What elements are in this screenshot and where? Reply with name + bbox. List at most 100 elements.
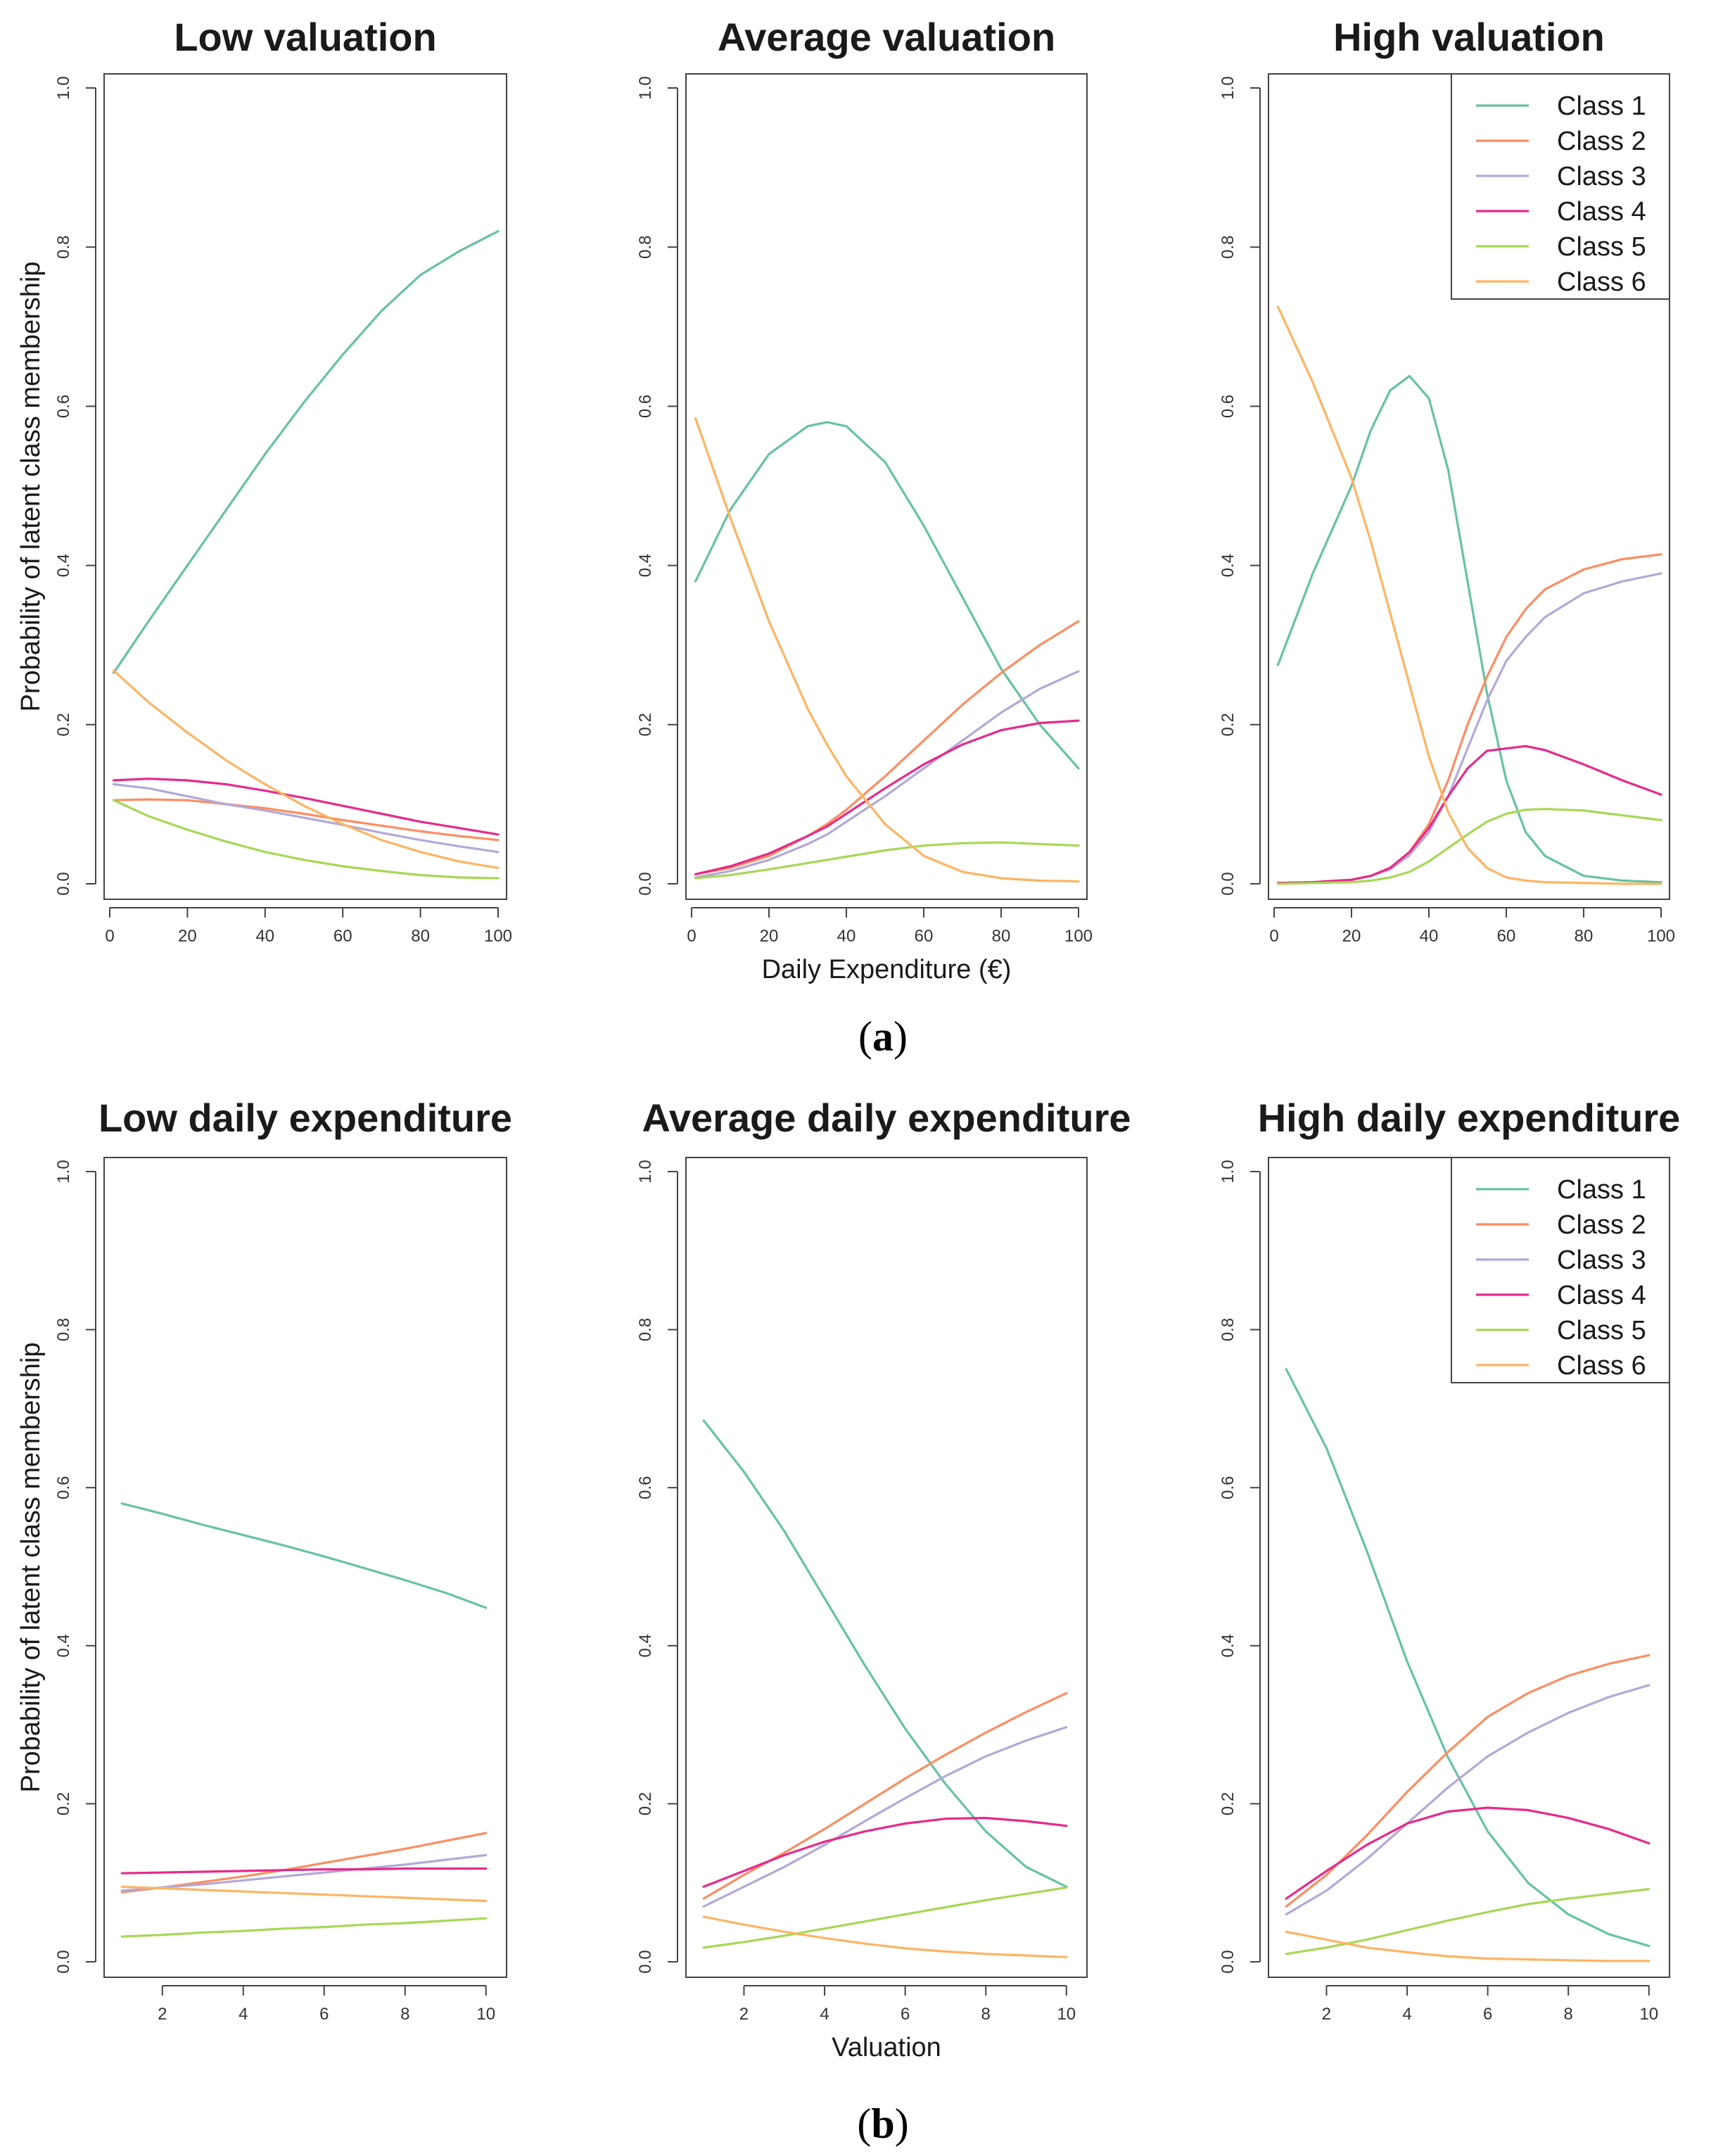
series-line-class-3 — [120, 1853, 488, 1892]
series-line-class-6 — [1276, 305, 1662, 885]
caption-b: (b) — [857, 2100, 908, 2147]
legend-label-class-2: Class 2 — [1557, 1210, 1646, 1240]
y-tick-label: 0.2 — [54, 713, 73, 736]
x-tick-label: 100 — [1647, 927, 1675, 946]
chart-panel-low-valuation: Low valuation 0 20 40 60 80 100 0.0 0.2 0.4 0.6 0.8… — [16, 15, 512, 946]
series-line-class-3 — [694, 670, 1080, 879]
y-axis: 0.0 0.2 0.4 0.6 0.8 1.0 — [1219, 1160, 1261, 1974]
legend-label-class-3: Class 3 — [1557, 162, 1646, 191]
y-tick-label: 1.0 — [54, 76, 73, 99]
x-axis: 0 20 40 60 80 100 — [1269, 907, 1675, 946]
y-tick-label: 0.8 — [54, 236, 73, 259]
series-line-class-2 — [702, 1692, 1068, 1900]
x-tick-label: 40 — [1420, 927, 1439, 946]
y-axis: 0.0 0.2 0.4 0.6 0.8 1.0 — [636, 1160, 678, 1974]
caption-a: (a) — [858, 1013, 908, 1060]
y-tick-label: 1.0 — [636, 76, 655, 99]
y-tick-label: 0.6 — [1219, 395, 1238, 418]
legend-label-class-5: Class 5 — [1557, 1316, 1646, 1345]
y-tick-label: 0.4 — [1219, 1634, 1238, 1657]
chart-title: Low valuation — [174, 15, 436, 59]
legend-label-class-6: Class 6 — [1557, 267, 1646, 297]
y-tick-label: 0.8 — [636, 236, 655, 259]
x-tick-label: 4 — [238, 2005, 248, 2024]
x-axis: 2 4 6 8 10 — [739, 1985, 1076, 2024]
x-tick-label: 100 — [484, 927, 512, 946]
x-axis: 0 20 40 60 80 100 — [687, 907, 1093, 946]
y-tick-label: 0.8 — [54, 1318, 73, 1341]
legend-box — [1451, 1157, 1670, 1383]
y-tick-label: 0.4 — [54, 554, 73, 577]
series-line-class-5 — [1276, 808, 1662, 885]
x-tick-label: 8 — [981, 2005, 991, 2024]
x-tick-label: 6 — [1483, 2005, 1492, 2024]
series-line-class-1 — [694, 421, 1080, 770]
x-axis: 2 4 6 8 10 — [158, 1985, 495, 2024]
y-axis: 0.0 0.2 0.4 0.6 0.8 1.0 — [636, 76, 678, 896]
y-tick-label: 0.0 — [636, 872, 655, 895]
series-line-class-3 — [702, 1725, 1068, 1908]
x-tick-label: 20 — [760, 927, 779, 946]
y-axis-label: Probability of latent class membership — [16, 262, 46, 712]
x-tick-label: 60 — [333, 927, 352, 946]
chart-title: Average valuation — [718, 15, 1055, 59]
legend-label-class-6: Class 6 — [1557, 1351, 1646, 1381]
series-line-class-3 — [112, 782, 500, 854]
legend-label-class-1: Class 1 — [1557, 91, 1646, 121]
y-axis: 0.0 0.2 0.4 0.6 0.8 1.0 — [1219, 76, 1261, 896]
x-tick-label: 20 — [178, 927, 197, 946]
y-tick-label: 0.4 — [1219, 554, 1238, 577]
x-tick-label: 60 — [1497, 927, 1516, 946]
x-tick-label: 2 — [739, 2005, 749, 2024]
series-line-class-4 — [702, 1817, 1068, 1888]
x-tick-label: 40 — [255, 927, 274, 946]
legend-label-class-4: Class 4 — [1557, 1281, 1646, 1310]
series-line-class-5 — [1285, 1888, 1650, 1955]
series-line-class-1 — [1285, 1368, 1650, 1948]
x-axis: 0 20 40 60 80 100 — [105, 907, 512, 946]
x-tick-label: 2 — [158, 2005, 167, 2024]
chart-title: Low daily expenditure — [98, 1096, 512, 1140]
x-tick-label: 80 — [992, 927, 1011, 946]
y-tick-label: 0.4 — [54, 1634, 73, 1657]
legend: Class 1 Class 2 Class 3 Class 4 Class 5 Class… — [1451, 1157, 1670, 1383]
series-line-class-6 — [702, 1915, 1068, 1958]
x-tick-label: 80 — [1575, 927, 1594, 946]
y-tick-label: 0.8 — [636, 1318, 655, 1341]
y-tick-label: 1.0 — [636, 1160, 655, 1183]
series-line-class-5 — [702, 1886, 1068, 1949]
plot-frame — [103, 1157, 507, 1978]
legend-label-class-4: Class 4 — [1557, 197, 1646, 227]
y-tick-label: 0.4 — [636, 554, 655, 577]
x-tick-label: 80 — [411, 927, 430, 946]
legend-label-class-1: Class 1 — [1557, 1175, 1646, 1205]
series-line-class-6 — [694, 417, 1080, 883]
y-tick-label: 0.2 — [636, 1792, 655, 1815]
x-tick-label: 40 — [837, 927, 856, 946]
y-tick-label: 0.8 — [1219, 236, 1238, 259]
x-tick-label: 4 — [820, 2005, 829, 2024]
y-tick-label: 0.2 — [1219, 1792, 1238, 1815]
y-tick-label: 0.2 — [636, 713, 655, 736]
series-line-class-4 — [1276, 744, 1662, 884]
y-axis: 0.0 0.2 0.4 0.6 0.8 1.0 — [54, 1160, 96, 1974]
chart-title: High valuation — [1333, 15, 1605, 59]
legend: Class 1 Class 2 Class 3 Class 4 Class 5 Class… — [1451, 73, 1670, 300]
x-tick-label: 2 — [1322, 2005, 1331, 2024]
series-line-class-4 — [120, 1867, 488, 1875]
y-tick-label: 0.0 — [1219, 872, 1238, 895]
series-line-class-2 — [694, 620, 1080, 876]
x-tick-label: 8 — [1564, 2005, 1573, 2024]
x-tick-label: 0 — [687, 927, 696, 946]
series-line-class-5 — [694, 841, 1080, 880]
y-tick-label: 0.0 — [1219, 1950, 1238, 1973]
plot-frame — [685, 73, 1088, 900]
x-tick-label: 60 — [915, 927, 934, 946]
y-tick-label: 0.6 — [54, 395, 73, 418]
series-line-class-2 — [1285, 1654, 1650, 1908]
series-line-class-3 — [1285, 1684, 1650, 1916]
series-line-class-2 — [120, 1832, 488, 1894]
